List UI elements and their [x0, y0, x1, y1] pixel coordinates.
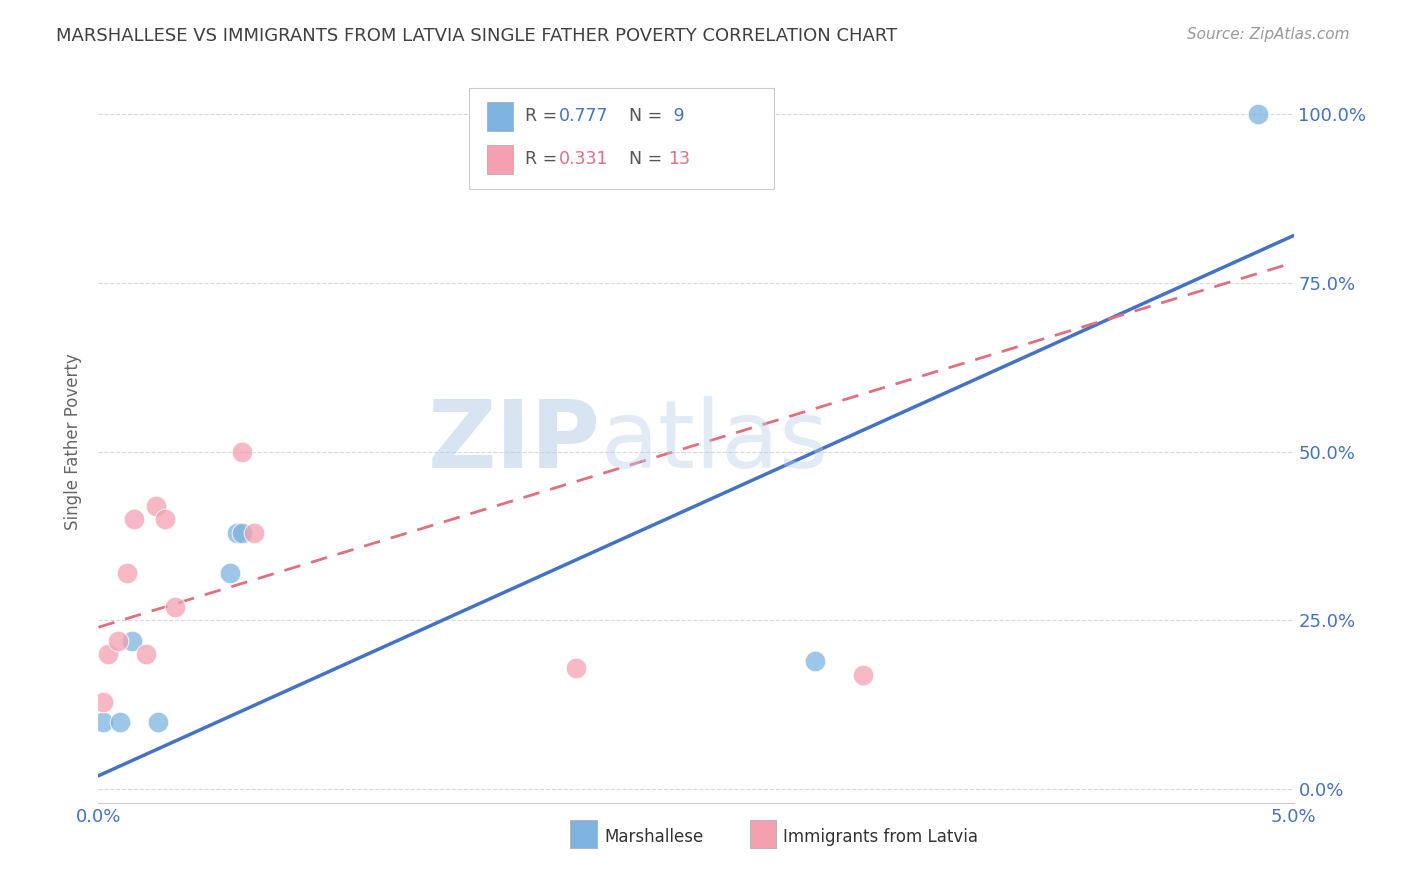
Point — [115, 566, 138, 581]
Point — [565, 661, 588, 675]
Point — [231, 444, 253, 458]
Text: Source: ZipAtlas.com: Source: ZipAtlas.com — [1187, 27, 1350, 42]
Text: 0.331: 0.331 — [558, 151, 607, 169]
Text: R =: R = — [524, 107, 562, 125]
Point — [97, 647, 120, 661]
Point — [107, 633, 129, 648]
FancyBboxPatch shape — [486, 145, 513, 174]
Text: Marshallese: Marshallese — [605, 829, 703, 847]
Point — [145, 499, 167, 513]
Point — [231, 525, 253, 540]
Point — [852, 667, 875, 681]
FancyBboxPatch shape — [486, 102, 513, 130]
Text: ZIP: ZIP — [427, 395, 600, 488]
Text: Immigrants from Latvia: Immigrants from Latvia — [783, 829, 979, 847]
Point — [163, 599, 186, 614]
Point — [219, 566, 242, 581]
FancyBboxPatch shape — [470, 87, 773, 189]
Point — [804, 654, 827, 668]
Point — [148, 714, 170, 729]
Point — [91, 694, 114, 708]
FancyBboxPatch shape — [571, 820, 596, 847]
Text: N =: N = — [619, 151, 668, 169]
Text: 13: 13 — [668, 151, 690, 169]
Text: MARSHALLESE VS IMMIGRANTS FROM LATVIA SINGLE FATHER POVERTY CORRELATION CHART: MARSHALLESE VS IMMIGRANTS FROM LATVIA SI… — [56, 27, 897, 45]
Point — [243, 525, 266, 540]
Point — [1247, 107, 1270, 121]
Text: 9: 9 — [668, 107, 685, 125]
Point — [91, 714, 114, 729]
Y-axis label: Single Father Poverty: Single Father Poverty — [65, 353, 83, 530]
Text: N =: N = — [619, 107, 668, 125]
Point — [135, 647, 157, 661]
Text: atlas: atlas — [600, 395, 828, 488]
Text: 0.777: 0.777 — [558, 107, 607, 125]
Point — [124, 512, 146, 526]
Text: R =: R = — [524, 151, 562, 169]
Point — [121, 633, 143, 648]
Point — [155, 512, 177, 526]
FancyBboxPatch shape — [749, 820, 776, 847]
Point — [108, 714, 131, 729]
Point — [226, 525, 249, 540]
